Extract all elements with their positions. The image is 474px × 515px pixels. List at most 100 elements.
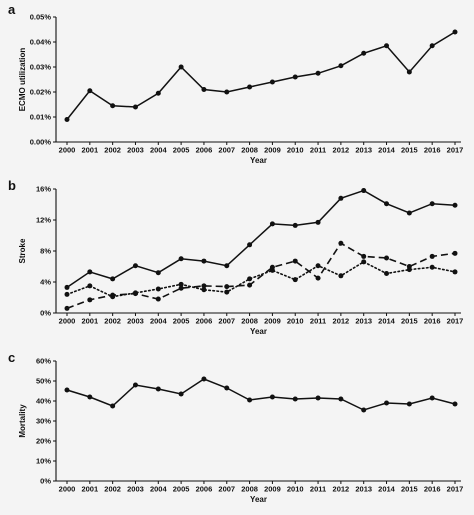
- data-point: [338, 195, 344, 201]
- x-tick-label: 2004: [150, 485, 168, 494]
- y-tick-label: 0.05%: [30, 13, 52, 22]
- y-tick-label: 60%: [36, 357, 51, 366]
- data-point: [155, 270, 161, 276]
- panel-letter: a: [8, 2, 16, 17]
- x-tick-label: 2002: [104, 485, 121, 494]
- x-tick-label: 2002: [104, 146, 121, 155]
- data-point: [361, 259, 367, 265]
- panel-b: b 0% 4% 8% 12% 16% 2000 2001 2002 2003 2004 2005 200…: [8, 178, 463, 336]
- data-point: [384, 400, 390, 406]
- data-point: [452, 401, 458, 407]
- x-tick-label: 2017: [447, 146, 464, 155]
- data-point: [201, 283, 207, 289]
- data-point: [155, 90, 161, 96]
- x-tick-label: 2004: [150, 146, 168, 155]
- y-tick-label: 0%: [40, 477, 51, 486]
- data-point: [224, 284, 230, 290]
- x-tick-label: 2014: [378, 485, 396, 494]
- x-tick-label: 2008: [241, 146, 258, 155]
- data-point: [224, 289, 230, 295]
- data-point: [247, 242, 253, 248]
- x-tick-label: 2010: [287, 146, 304, 155]
- data-point: [292, 277, 298, 283]
- y-tick-label: 0.01%: [30, 113, 52, 122]
- data-point: [269, 79, 275, 85]
- y-tick-label: 0.00%: [30, 138, 52, 147]
- data-point: [269, 394, 275, 400]
- x-tick-label: 2000: [59, 317, 76, 326]
- data-point: [315, 263, 321, 269]
- data-point: [247, 276, 253, 282]
- y-tick-label: 8%: [40, 247, 51, 256]
- x-tick-label: 2006: [196, 485, 213, 494]
- x-tick-label: 2010: [287, 485, 304, 494]
- data-point: [178, 285, 184, 291]
- data-point: [64, 117, 70, 122]
- data-point: [361, 188, 367, 194]
- data-point: [292, 74, 298, 80]
- y-tick-label: 0.02%: [30, 88, 52, 97]
- data-point: [269, 221, 275, 227]
- data-point: [201, 287, 207, 293]
- y-axis-title: ECMO utilization: [18, 48, 27, 112]
- data-point: [361, 50, 367, 56]
- x-tick-label: 2015: [401, 146, 418, 155]
- x-tick-label: 2009: [264, 317, 281, 326]
- data-point: [338, 396, 344, 402]
- data-point: [224, 385, 230, 391]
- series-line-dashed: [66, 242, 456, 310]
- x-tick-label: 2001: [81, 485, 98, 494]
- data-point: [384, 201, 390, 207]
- y-tick-label: 10%: [36, 457, 51, 466]
- y-axis-title: Mortality: [18, 404, 27, 438]
- x-tick-label: 2006: [196, 317, 213, 326]
- data-point: [87, 394, 93, 400]
- x-tick-label: 2014: [378, 317, 396, 326]
- data-point: [87, 283, 93, 289]
- y-tick-label: 0.04%: [30, 38, 52, 47]
- y-tick-label: 20%: [36, 437, 51, 446]
- x-tick-label: 2012: [333, 317, 350, 326]
- data-point: [178, 256, 184, 262]
- x-tick-label: 2011: [310, 485, 326, 494]
- data-point: [429, 201, 435, 207]
- data-point: [64, 305, 70, 311]
- y-tick-label: 30%: [36, 417, 51, 426]
- data-point: [315, 275, 321, 281]
- data-point: [338, 63, 344, 69]
- x-tick-label: 2017: [447, 317, 464, 326]
- x-tick-label: 2009: [264, 146, 281, 155]
- x-tick-label: 2008: [241, 317, 258, 326]
- data-point: [178, 64, 184, 70]
- x-axis-title: Year: [250, 327, 267, 336]
- x-tick-label: 2009: [264, 485, 281, 494]
- data-point: [429, 253, 435, 259]
- data-point: [452, 29, 458, 35]
- data-point: [247, 282, 253, 288]
- x-tick-label: 2013: [355, 485, 372, 494]
- y-axis-title: Stroke: [18, 238, 27, 263]
- data-point: [64, 284, 70, 290]
- data-point: [292, 258, 298, 264]
- x-tick-label: 2016: [424, 485, 441, 494]
- data-point: [201, 258, 207, 264]
- data-point: [132, 382, 138, 388]
- y-tick-label: 50%: [36, 377, 51, 386]
- x-tick-label: 2016: [424, 317, 441, 326]
- x-tick-label: 2005: [173, 317, 190, 326]
- data-point: [110, 403, 116, 409]
- panel-letter: b: [8, 178, 16, 193]
- data-point: [315, 70, 321, 76]
- data-point: [384, 43, 390, 49]
- x-tick-label: 2013: [355, 317, 372, 326]
- data-point: [429, 43, 435, 49]
- data-point: [155, 296, 161, 302]
- data-point: [384, 255, 390, 261]
- series-line-solid: [66, 189, 456, 289]
- data-point: [338, 240, 344, 246]
- data-point: [406, 267, 412, 273]
- data-point: [452, 269, 458, 275]
- data-point: [201, 376, 207, 382]
- data-point: [64, 387, 70, 393]
